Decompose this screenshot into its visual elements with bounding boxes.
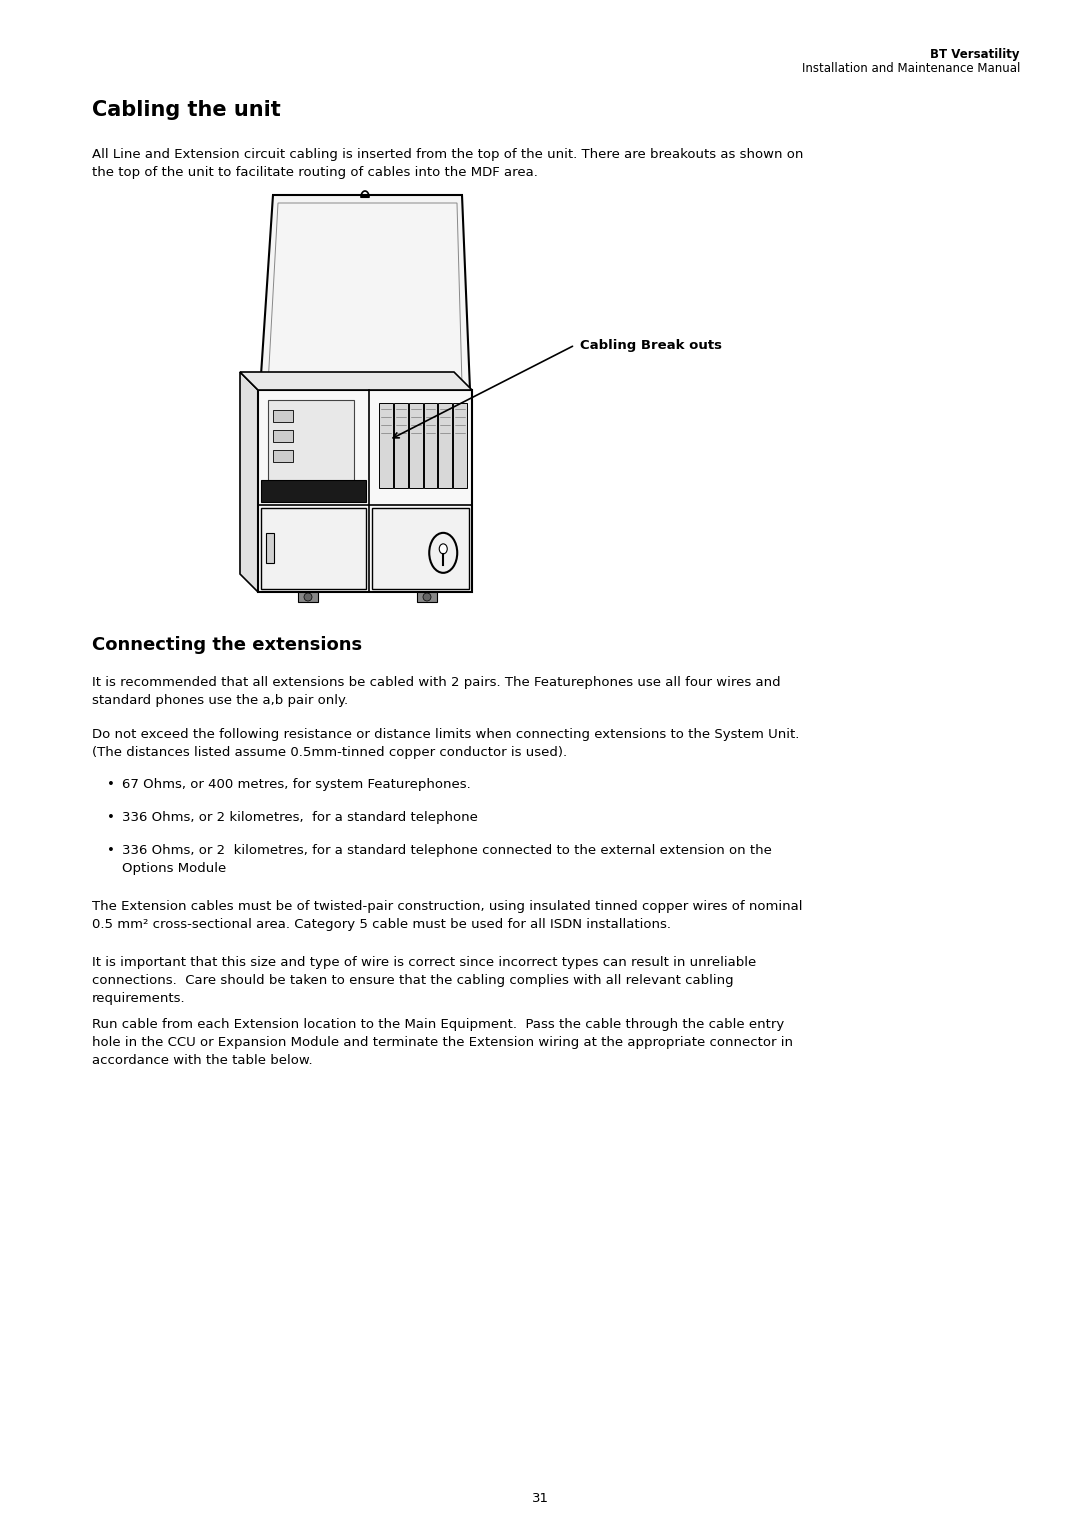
Bar [266, 533, 274, 562]
Text: 336 Ohms, or 2  kilometres, for a standard telephone connected to the external e: 336 Ohms, or 2 kilometres, for a standar… [122, 843, 772, 857]
Bar [379, 403, 393, 487]
Bar [394, 403, 407, 487]
Circle shape [303, 593, 312, 601]
Bar [273, 429, 293, 442]
Text: Run cable from each Extension location to the Main Equipment.  Pass the cable th: Run cable from each Extension location t… [92, 1018, 793, 1067]
Circle shape [423, 593, 431, 601]
Text: •: • [107, 811, 114, 824]
Text: 31: 31 [531, 1491, 549, 1505]
Bar [261, 507, 366, 588]
Text: The Extension cables must be of twisted-pair construction, using insulated tinne: The Extension cables must be of twisted-… [92, 900, 802, 914]
Text: •: • [107, 778, 114, 792]
Bar [273, 451, 293, 461]
Bar [273, 410, 293, 422]
Polygon shape [240, 371, 472, 390]
Text: Do not exceed the following resistance or distance limits when connecting extens: Do not exceed the following resistance o… [92, 727, 799, 759]
Text: 0.5 mm² cross-sectional area. Category 5 cable must be used for all ISDN install: 0.5 mm² cross-sectional area. Category 5… [92, 918, 671, 931]
Text: Cabling Break outs: Cabling Break outs [580, 339, 723, 351]
Text: Connecting the extensions: Connecting the extensions [92, 636, 362, 654]
Bar [408, 403, 422, 487]
Text: 336 Ohms, or 2 kilometres,  for a standard telephone: 336 Ohms, or 2 kilometres, for a standar… [122, 811, 477, 824]
Text: 67 Ohms, or 400 metres, for system Featurephones.: 67 Ohms, or 400 metres, for system Featu… [122, 778, 471, 792]
Text: Options Module: Options Module [122, 862, 226, 876]
Text: Cabling the unit: Cabling the unit [92, 99, 281, 121]
Bar [298, 591, 318, 602]
Text: Installation and Maintenance Manual: Installation and Maintenance Manual [801, 63, 1020, 75]
Bar [373, 507, 469, 588]
Polygon shape [240, 371, 258, 591]
Text: All Line and Extension circuit cabling is inserted from the top of the unit. The: All Line and Extension circuit cabling i… [92, 148, 804, 179]
Text: It is recommended that all extensions be cabled with 2 pairs. The Featurephones : It is recommended that all extensions be… [92, 675, 781, 707]
Ellipse shape [429, 533, 457, 573]
Bar [261, 480, 366, 503]
Bar [258, 390, 472, 591]
Bar [423, 403, 437, 487]
Text: •: • [107, 843, 114, 857]
Bar [438, 403, 453, 487]
Bar [454, 403, 467, 487]
Bar [268, 400, 354, 495]
Polygon shape [260, 196, 470, 390]
Text: BT Versatility: BT Versatility [931, 47, 1020, 61]
Bar [417, 591, 437, 602]
Ellipse shape [440, 544, 447, 553]
Text: It is important that this size and type of wire is correct since incorrect types: It is important that this size and type … [92, 957, 756, 1005]
